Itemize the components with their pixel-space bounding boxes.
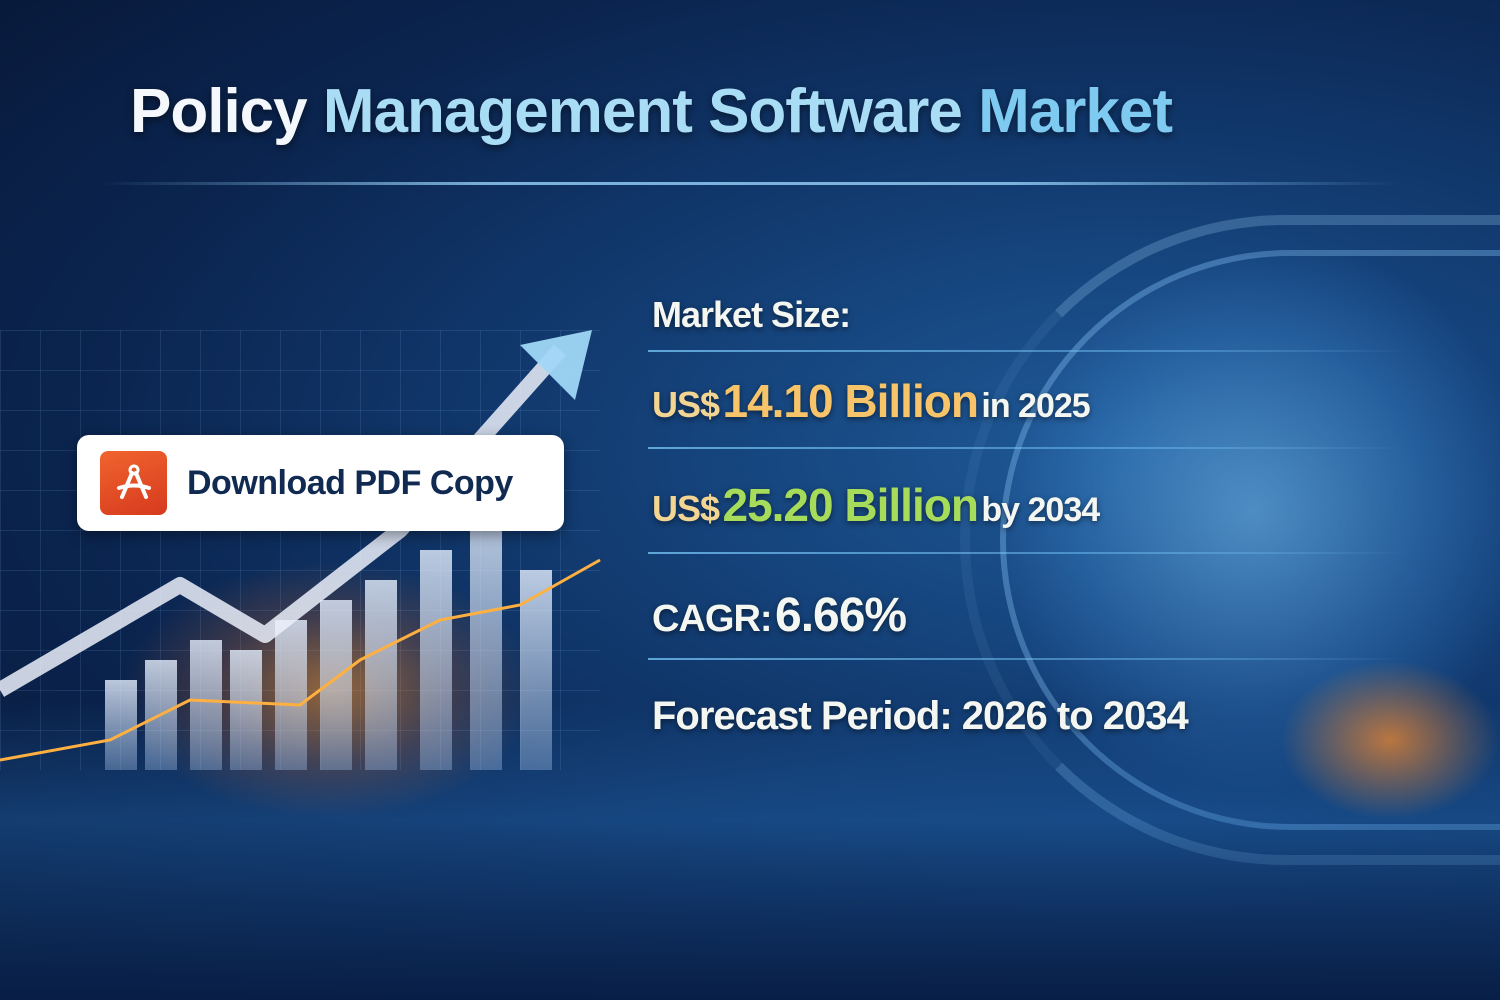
decorative-bar [420, 550, 452, 770]
orange-light-decoration [1280, 660, 1500, 820]
cagr-label: CAGR: [652, 598, 773, 640]
decorative-bar [230, 650, 262, 770]
divider [648, 552, 1408, 554]
currency: US$ [652, 384, 720, 425]
growth-arrow-graphic [0, 330, 601, 762]
forecast-market-size: US$ 25.20 Billion by 2034 [652, 478, 1100, 532]
decorative-bar [105, 680, 137, 770]
forecast-value: 25.20 Billion [722, 479, 978, 531]
download-button-label: Download PDF Copy [187, 463, 513, 502]
cagr: CAGR: 6.66% [652, 588, 907, 643]
divider [648, 658, 1408, 660]
title-divider [100, 182, 1400, 185]
trend-line [0, 558, 601, 762]
forecast-period-value: 2026 to 2034 [961, 694, 1189, 738]
decorative-bar [190, 640, 222, 770]
market-size-label: Market Size: [652, 294, 851, 335]
forecast-period: Forecast Period: 2026 to 2034 [652, 694, 1189, 739]
current-market-size: US$ 14.10 Billion in 2025 [652, 374, 1091, 428]
download-pdf-button[interactable]: Download PDF Copy [77, 435, 564, 531]
divider [648, 350, 1408, 352]
pdf-document-icon [100, 451, 167, 515]
divider [648, 447, 1408, 449]
title-word: Management [322, 77, 693, 146]
title-word: Market [978, 77, 1173, 146]
forecast-period-label: Forecast Period: [652, 694, 953, 738]
decorative-bar [275, 620, 307, 770]
decorative-bar [470, 510, 502, 770]
current-year: in 2025 [981, 387, 1090, 425]
decorative-bar [365, 580, 397, 770]
cagr-value: 6.66% [775, 589, 907, 642]
arrow-head-icon [520, 330, 592, 400]
forecast-year: by 2034 [981, 491, 1100, 529]
title-word: Software [708, 77, 963, 146]
title-word: Policy [130, 77, 308, 146]
current-value: 14.10 Billion [722, 375, 978, 427]
currency: US$ [652, 488, 720, 529]
page-title: Policy Management Software Market [130, 76, 1173, 147]
decorative-bar-graphic [0, 380, 600, 770]
